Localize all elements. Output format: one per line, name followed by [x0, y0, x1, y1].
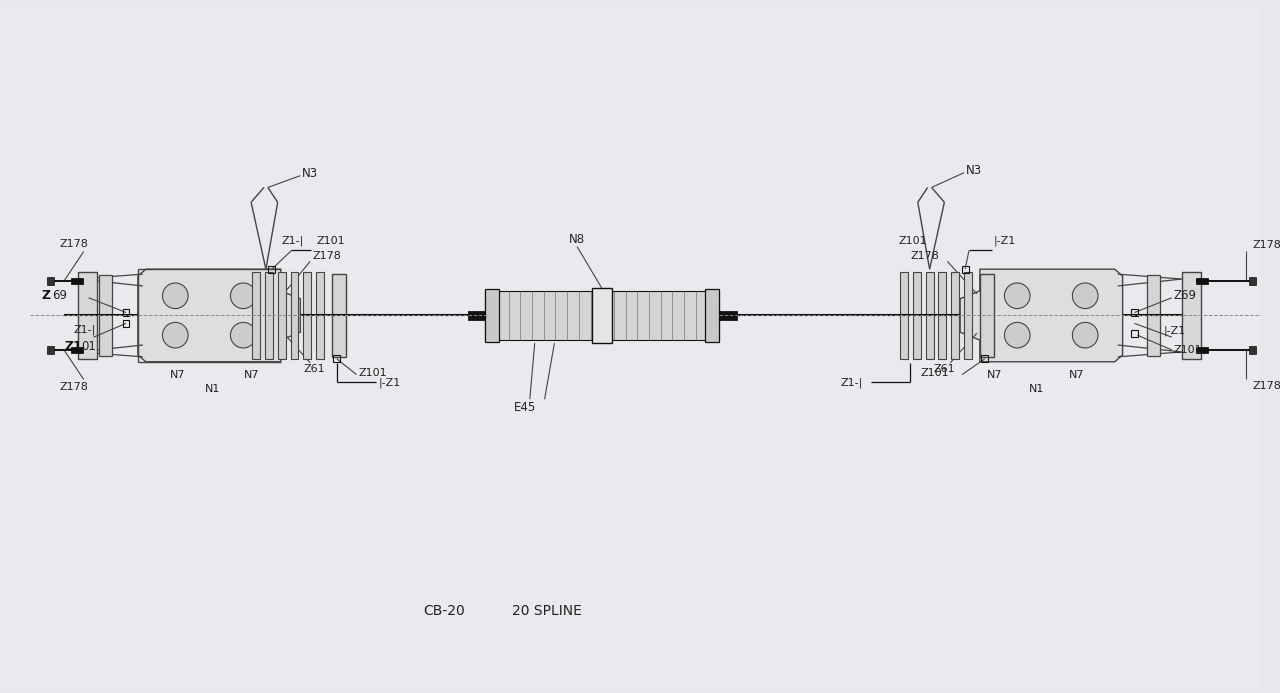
Text: Z61: Z61 [933, 364, 955, 374]
Bar [485, 291, 719, 340]
Text: 01: 01 [82, 340, 96, 353]
Bar [78, 272, 97, 359]
Bar [291, 272, 298, 359]
Text: 69: 69 [52, 289, 67, 302]
Text: Z1-|: Z1-| [841, 377, 863, 387]
Text: N8: N8 [570, 233, 585, 246]
Text: Z101: Z101 [920, 367, 950, 378]
Bar [278, 272, 285, 359]
Circle shape [163, 322, 188, 348]
Text: |-Z1: |-Z1 [378, 377, 401, 387]
Text: |-Z1: |-Z1 [993, 236, 1016, 246]
Text: Z101: Z101 [358, 367, 387, 378]
Circle shape [230, 322, 256, 348]
Bar [252, 272, 260, 359]
Bar [485, 289, 499, 342]
Bar [1132, 309, 1138, 316]
Bar [1249, 346, 1256, 354]
Bar [705, 289, 719, 342]
Bar [123, 320, 129, 327]
Text: N1: N1 [205, 385, 220, 394]
Text: N7: N7 [1069, 369, 1084, 380]
Text: N1: N1 [1029, 385, 1044, 394]
Text: Z178: Z178 [1253, 240, 1280, 249]
Bar [1132, 330, 1138, 337]
Text: E45: E45 [513, 401, 536, 414]
Bar [964, 272, 972, 359]
Bar [316, 272, 324, 359]
Bar [925, 272, 933, 359]
Bar [265, 272, 273, 359]
Text: Z178: Z178 [59, 383, 88, 392]
Text: Z: Z [41, 289, 50, 302]
Bar [951, 272, 959, 359]
Text: Z1-|: Z1-| [282, 236, 303, 246]
Bar [333, 356, 340, 362]
Bar [1147, 275, 1160, 356]
Text: Z61: Z61 [303, 364, 325, 374]
Text: Z101: Z101 [899, 236, 927, 245]
Bar [1181, 272, 1202, 359]
Bar [47, 346, 54, 354]
Text: Z178: Z178 [312, 252, 340, 261]
Bar [913, 272, 920, 359]
Bar [100, 275, 113, 356]
Circle shape [163, 283, 188, 308]
Text: CB-20: CB-20 [424, 604, 465, 618]
Text: Z69: Z69 [1174, 289, 1197, 302]
Circle shape [1005, 322, 1030, 348]
Text: N7: N7 [987, 369, 1002, 380]
Bar [332, 274, 346, 357]
Bar [1249, 277, 1256, 285]
Text: N3: N3 [966, 164, 982, 177]
Bar [961, 265, 969, 272]
Bar [123, 309, 129, 316]
Text: 20 SPLINE: 20 SPLINE [512, 604, 582, 618]
Bar [719, 310, 736, 320]
Bar [70, 278, 83, 284]
Bar [303, 272, 311, 359]
Circle shape [1005, 283, 1030, 308]
Bar [1197, 278, 1208, 284]
Bar [70, 346, 83, 353]
Text: |-Z1: |-Z1 [1164, 326, 1187, 337]
Bar [938, 272, 946, 359]
Circle shape [1073, 322, 1098, 348]
Circle shape [230, 283, 256, 308]
Circle shape [1073, 283, 1098, 308]
Text: Z178: Z178 [59, 238, 88, 249]
Text: N7: N7 [244, 369, 260, 380]
Text: N3: N3 [302, 167, 319, 180]
Bar [1197, 346, 1208, 353]
Text: Z101: Z101 [1174, 345, 1202, 355]
Bar [591, 288, 612, 343]
Text: Z1-|: Z1-| [74, 324, 96, 335]
Text: Z178: Z178 [1253, 381, 1280, 392]
Bar [47, 277, 54, 285]
Bar [269, 265, 275, 272]
Polygon shape [960, 269, 1123, 362]
Text: Z1: Z1 [64, 340, 82, 353]
Text: Z101: Z101 [316, 236, 344, 245]
Text: N7: N7 [169, 369, 184, 380]
Polygon shape [138, 269, 301, 362]
Text: Z178: Z178 [911, 252, 940, 261]
Bar [982, 356, 988, 362]
Bar [467, 310, 485, 320]
Bar [979, 274, 993, 357]
Bar [900, 272, 908, 359]
